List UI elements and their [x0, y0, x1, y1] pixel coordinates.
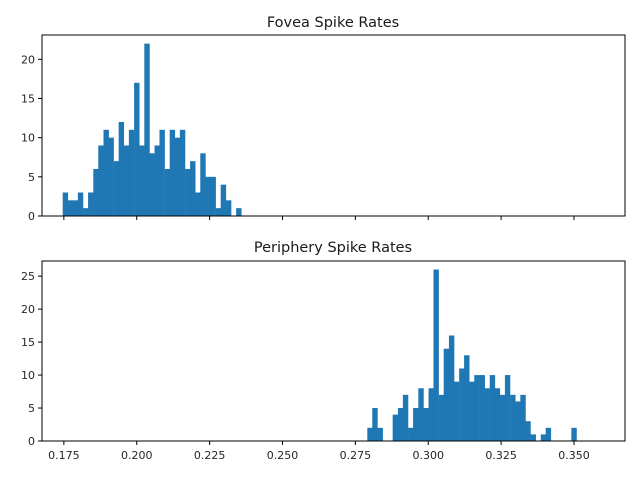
fovea-histogram-bar	[225, 200, 232, 216]
fovea-histogram-bar	[149, 153, 155, 216]
periphery-histogram-bar	[423, 408, 429, 441]
periphery-histogram-axes: Periphery Spike Rates 0.175 0.200 0.225 0.2…	[21, 240, 626, 462]
periphery-histogram-bar	[372, 408, 378, 441]
periphery-x-tick-label: 0.325	[485, 449, 517, 462]
fovea-histogram-bar	[154, 145, 160, 216]
periphery-chart-title: Periphery Spike Rates	[254, 240, 412, 256]
fovea-histogram-bar	[179, 129, 186, 216]
fovea-histogram-bar	[118, 121, 125, 216]
periphery-y-tick-label: 0	[28, 435, 35, 448]
periphery-histogram-bar	[438, 394, 445, 441]
periphery-histogram-bar	[540, 434, 547, 441]
fovea-histogram-bar	[67, 200, 74, 216]
periphery-histogram-bar	[571, 427, 577, 441]
periphery-histogram-bar	[433, 269, 439, 441]
periphery-x-tick-label: 0.300	[412, 449, 444, 462]
fovea-histogram-bar	[164, 168, 171, 216]
fovea-chart-title: Fovea Spike Rates	[267, 15, 399, 31]
periphery-x-tick-label: 0.350	[558, 449, 590, 462]
fovea-histogram-bar	[144, 43, 150, 217]
periphery-histogram-bar	[367, 427, 373, 441]
periphery-histogram-bar	[377, 427, 383, 441]
periphery-axes-frame	[41, 260, 626, 442]
periphery-histogram-bar	[392, 414, 399, 441]
fovea-histogram-bar	[174, 137, 181, 216]
fovea-histogram-bar	[113, 161, 120, 216]
periphery-histogram-bar	[484, 388, 490, 441]
fovea-histogram-bar	[195, 192, 201, 216]
fovea-histogram-bar	[77, 192, 84, 216]
periphery-x-tick-label: 0.275	[340, 449, 372, 462]
fovea-histogram-bar	[103, 129, 109, 216]
fovea-axes-frame	[41, 34, 626, 217]
periphery-histogram-bar	[459, 368, 465, 441]
periphery-histogram-bar	[479, 375, 485, 441]
periphery-histogram-bar	[402, 394, 409, 441]
fovea-histogram-bar	[215, 208, 222, 216]
periphery-histogram-bar	[510, 394, 516, 441]
periphery-histogram-bar	[499, 394, 506, 441]
periphery-x-tick-label: 0.200	[121, 449, 153, 462]
fovea-histogram-axes: Fovea Spike Rates 0 5 10 15 20	[21, 15, 626, 223]
periphery-histogram-bar	[525, 421, 531, 441]
periphery-y-tick-label: 10	[21, 369, 35, 382]
periphery-histogram-bar	[443, 348, 450, 441]
periphery-histogram-bar	[469, 381, 475, 441]
periphery-histogram-bar	[494, 388, 501, 441]
fovea-histogram-bar	[72, 200, 79, 216]
periphery-histogram-bar	[515, 401, 521, 441]
fovea-histogram-bar	[98, 145, 104, 216]
fovea-histogram-bar	[236, 208, 242, 216]
fovea-histogram-bar	[93, 168, 99, 216]
periphery-y-tick-label: 25	[21, 270, 35, 283]
periphery-histogram-bar	[413, 408, 419, 441]
fovea-histogram-bar	[108, 137, 114, 216]
periphery-x-tick-label: 0.175	[48, 449, 80, 462]
fovea-histogram-bar	[185, 168, 191, 216]
periphery-x-tick-label: 0.225	[194, 449, 226, 462]
periphery-y-tick-label: 15	[21, 336, 35, 349]
fovea-histogram-bar	[220, 184, 227, 216]
fovea-y-tick-label: 20	[21, 53, 35, 66]
fovea-histogram-bar	[200, 153, 206, 216]
periphery-y-tick-label: 20	[21, 303, 35, 316]
periphery-histogram-bar	[504, 375, 511, 441]
periphery-histogram-bar	[418, 388, 424, 441]
fovea-histogram-bar	[190, 161, 196, 216]
fovea-histogram-bar	[169, 129, 176, 216]
periphery-histogram-bar	[545, 427, 552, 441]
fovea-histogram-bar	[159, 129, 165, 216]
fovea-histogram-bar	[134, 82, 140, 216]
fovea-histogram-bar	[139, 145, 145, 216]
fovea-y-tick-label: 5	[28, 171, 35, 184]
periphery-histogram-bar	[397, 408, 404, 441]
periphery-histogram-bar	[408, 427, 414, 441]
periphery-histogram-bar	[520, 394, 526, 441]
periphery-y-tick-label: 5	[28, 402, 35, 415]
fovea-histogram-bar	[83, 208, 89, 216]
periphery-histogram-bar	[489, 375, 496, 441]
fovea-histogram-bar	[123, 145, 130, 216]
fovea-histogram-bar	[205, 176, 211, 216]
periphery-histogram-bar	[530, 434, 536, 441]
periphery-histogram-bar	[474, 375, 480, 441]
fovea-y-tick-label: 0	[28, 210, 35, 223]
fovea-histogram-bar	[62, 192, 69, 216]
fovea-y-tick-label: 15	[21, 92, 35, 105]
periphery-histogram-bar	[453, 381, 460, 441]
periphery-histogram-bar	[464, 355, 470, 441]
periphery-histogram-bar	[428, 388, 434, 441]
fovea-histogram-bar	[210, 176, 216, 216]
periphery-histogram-bar	[448, 335, 455, 441]
fovea-histogram-bar	[128, 129, 135, 216]
fovea-y-tick-label: 10	[21, 132, 35, 145]
periphery-x-tick-label: 0.250	[267, 449, 299, 462]
fovea-histogram-bar	[88, 192, 94, 216]
